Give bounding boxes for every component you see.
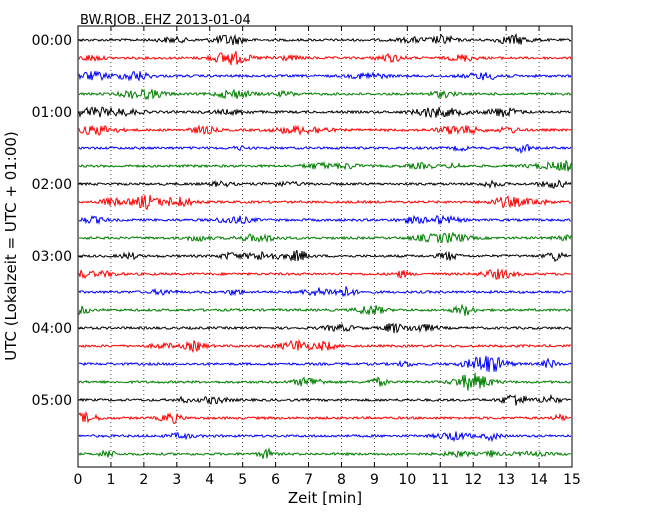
y-tick-label-0: 00:00 bbox=[32, 33, 72, 49]
trace-23 bbox=[78, 446, 572, 459]
chart-title: BW.RJOB..EHZ 2013-01-04 bbox=[80, 13, 251, 28]
plot-frame bbox=[77, 25, 573, 468]
x-tick-label-13: 13 bbox=[497, 472, 515, 488]
y-tick-label-4: 04:00 bbox=[32, 321, 72, 337]
x-axis-ticks: 0 1 2 3 4 5 6 7 8 9 10 11 12 13 14 15 bbox=[74, 26, 581, 488]
trace-0 bbox=[78, 32, 572, 46]
x-tick-label-14: 14 bbox=[530, 472, 548, 488]
x-tick-label-5: 5 bbox=[238, 472, 247, 488]
y-tick-label-3: 03:00 bbox=[32, 249, 72, 265]
trace-20 bbox=[78, 393, 572, 406]
trace-18 bbox=[78, 355, 572, 372]
x-tick-label-10: 10 bbox=[398, 472, 416, 488]
trace-6 bbox=[78, 144, 572, 154]
seismic-traces bbox=[78, 32, 572, 459]
trace-1 bbox=[78, 50, 572, 66]
trace-14 bbox=[78, 286, 572, 298]
y-tick-label-1: 01:00 bbox=[32, 105, 72, 121]
trace-9 bbox=[78, 194, 572, 211]
trace-19 bbox=[78, 372, 572, 391]
x-tick-label-4: 4 bbox=[205, 472, 214, 488]
trace-11 bbox=[78, 231, 572, 244]
vertical-grid bbox=[110, 26, 540, 467]
x-axis-label: Zeit [min] bbox=[288, 489, 362, 507]
trace-22 bbox=[78, 431, 572, 443]
trace-17 bbox=[78, 338, 572, 354]
trace-5 bbox=[78, 124, 572, 136]
trace-3 bbox=[78, 88, 572, 101]
trace-8 bbox=[78, 179, 572, 189]
trace-15 bbox=[78, 303, 572, 316]
x-tick-label-9: 9 bbox=[370, 472, 379, 488]
y-tick-label-2: 02:00 bbox=[32, 177, 72, 193]
y-axis-label: UTC (Lokalzeit = UTC + 01:00) bbox=[2, 131, 20, 361]
x-tick-label-6: 6 bbox=[271, 472, 280, 488]
trace-13 bbox=[78, 268, 572, 280]
x-tick-label-3: 3 bbox=[172, 472, 181, 488]
x-tick-label-15: 15 bbox=[563, 472, 581, 488]
x-tick-label-2: 2 bbox=[139, 472, 148, 488]
x-tick-label-0: 0 bbox=[74, 472, 83, 488]
trace-12 bbox=[78, 249, 572, 263]
x-tick-label-11: 11 bbox=[431, 472, 449, 488]
trace-4 bbox=[78, 106, 572, 118]
x-tick-label-1: 1 bbox=[106, 472, 115, 488]
trace-21 bbox=[78, 410, 572, 425]
trace-7 bbox=[78, 159, 572, 172]
x-tick-label-12: 12 bbox=[464, 472, 482, 488]
trace-2 bbox=[78, 70, 572, 82]
trace-10 bbox=[78, 214, 572, 226]
y-tick-label-5: 05:00 bbox=[32, 393, 72, 409]
y-axis-ticks: 00:00 01:00 02:00 03:00 04:00 05:00 bbox=[32, 33, 83, 409]
x-tick-label-8: 8 bbox=[337, 472, 346, 488]
x-tick-label-7: 7 bbox=[304, 472, 313, 488]
trace-16 bbox=[78, 322, 572, 334]
